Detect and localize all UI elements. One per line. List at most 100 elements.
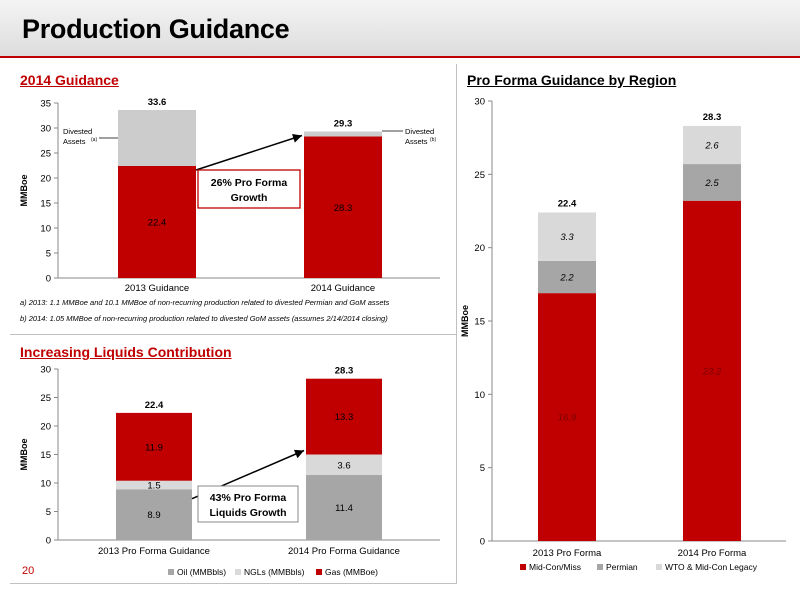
slide-header: Production Guidance	[0, 0, 800, 58]
guidance-y-tick-label: 20	[40, 174, 51, 185]
liquids-bar-label: 13.3	[335, 412, 354, 423]
liquids-category-label: 2014 Pro Forma Guidance	[288, 546, 400, 557]
region-bar-mid-con	[683, 200, 741, 541]
region-total-label: 28.3	[703, 112, 722, 123]
panel-divider-vertical	[456, 64, 457, 584]
guidance-y-tick-label: 30	[40, 124, 51, 135]
liquids-bar-oil	[116, 489, 192, 540]
liquids-legend-label: Oil (MMBbls)	[177, 567, 226, 577]
region-bar-wto	[538, 212, 596, 261]
guidance-y-tick-label: 25	[40, 149, 51, 160]
guidance-growth-box	[197, 169, 301, 209]
region-legend-label: Permian	[606, 562, 638, 572]
liquids-y-tick-label: 15	[40, 450, 51, 461]
liquids-bar-gas	[306, 378, 382, 455]
liquids-growth-arrowhead	[293, 449, 304, 459]
liquids-bar-gas	[116, 412, 192, 481]
guidance-bar-divested	[304, 131, 382, 137]
guidance-bar-base	[304, 136, 382, 278]
region-bar-label: 23.2	[702, 366, 722, 377]
region-legend-label: WTO & Mid-Con Legacy	[665, 562, 758, 572]
region-y-tick-label: 30	[474, 97, 485, 108]
divested-left-label: Divested	[63, 127, 92, 136]
liquids-bar-label: 1.5	[147, 480, 160, 491]
region-category-label: 2013 Pro Forma	[533, 548, 602, 559]
guidance-growth-arrow	[195, 134, 303, 171]
guidance-y-tick-label: 0	[46, 274, 51, 285]
liquids-growth-text-2: Liquids Growth	[210, 507, 287, 519]
region-legend-swatch	[597, 564, 603, 570]
region-y-tick-label: 15	[474, 317, 485, 328]
liquids-category-label: 2013 Pro Forma Guidance	[98, 546, 210, 557]
guidance-growth-text: 26% Pro Forma	[211, 177, 288, 189]
liquids-bar-label: 8.9	[147, 510, 160, 521]
liquids-bar-label: 11.9	[145, 442, 163, 453]
liquids-legend-swatch	[316, 569, 322, 575]
guidance-growth-text-2: Growth	[231, 192, 268, 204]
divested-right-sup: (b)	[430, 137, 436, 143]
liquids-y-tick-label: 20	[40, 422, 51, 433]
divested-left-label-2: Assets	[63, 137, 86, 146]
region-bar-permian	[683, 164, 741, 201]
region-y-axis-label: MMBoe	[460, 305, 470, 337]
guidance-bar-base	[118, 166, 196, 278]
region-legend-swatch	[656, 564, 662, 570]
guidance-category-label: 2013 Guidance	[125, 283, 189, 294]
guidance-bar-divested	[118, 110, 196, 166]
guidance-2014-title: 2014 Guidance	[20, 72, 119, 88]
region-bar-label: 2.5	[704, 178, 719, 189]
guidance-y-tick-label: 5	[46, 249, 51, 260]
region-y-tick-label: 0	[480, 537, 485, 548]
footnote-b: b) 2014: 1.05 MMBoe of non-recurring pro…	[20, 314, 388, 323]
liquids-y-tick-label: 0	[46, 536, 51, 547]
liquids-bar-ngl	[306, 454, 382, 476]
region-legend-label: Mid-Con/Miss	[529, 562, 581, 572]
guidance-bar-label: 22.4	[148, 218, 167, 229]
guidance-category-label: 2014 Guidance	[311, 283, 375, 294]
region-bar-permian	[538, 260, 596, 294]
region-y-tick-label: 25	[474, 170, 485, 181]
region-total-label: 22.4	[558, 198, 577, 209]
region-y-tick-label: 10	[474, 390, 485, 401]
guidance-y-tick-label: 15	[40, 199, 51, 210]
liquids-legend-swatch	[235, 569, 241, 575]
liquids-bar-oil	[306, 475, 382, 540]
region-category-label: 2014 Pro Forma	[678, 548, 747, 559]
liquids-growth-text: 43% Pro Forma	[210, 492, 287, 504]
liquids-bar-label: 11.4	[335, 503, 353, 514]
region-bar-label: 3.3	[560, 232, 574, 243]
region-bar-label: 16.9	[558, 413, 577, 424]
page-title: Production Guidance	[22, 14, 290, 44]
guidance-y-tick-label: 35	[40, 99, 51, 110]
divested-right-label: Divested	[405, 127, 434, 136]
header-rule	[0, 56, 800, 58]
region-bar-wto	[683, 125, 741, 165]
liquids-bar-ngl	[116, 480, 192, 490]
divested-left-sup: (a)	[91, 137, 97, 143]
liquids-legend-label: Gas (MMBoe)	[325, 567, 378, 577]
region-title: Pro Forma Guidance by Region	[467, 72, 677, 88]
region-bar-label: 2.2	[559, 273, 574, 284]
liquids-legend-swatch	[168, 569, 174, 575]
divested-right-label-2: Assets	[405, 137, 428, 146]
page-number: 20	[22, 565, 35, 577]
region-y-tick-label: 5	[480, 463, 485, 474]
guidance-total-label: 29.3	[334, 119, 353, 130]
liquids-growth-box	[197, 485, 299, 523]
region-bar-mid-con	[538, 293, 596, 541]
footnote-a: a) 2013: 1.1 MMBoe and 10.1 MMBoe of non…	[20, 298, 390, 307]
liquids-y-tick-label: 10	[40, 479, 51, 490]
guidance-y-tick-label: 10	[40, 224, 51, 235]
liquids-y-axis-label: MMBoe	[19, 439, 29, 471]
guidance-growth-arrowhead	[292, 134, 302, 143]
liquids-total-label: 28.3	[335, 366, 354, 377]
footer-rule	[10, 583, 456, 584]
liquids-y-tick-label: 25	[40, 393, 51, 404]
region-bar-label: 2.6	[704, 141, 719, 152]
panel-divider-horizontal	[10, 334, 456, 335]
guidance-y-axis-label: MMBoe	[19, 175, 29, 207]
region-legend-swatch	[520, 564, 526, 570]
liquids-title: Increasing Liquids Contribution	[20, 344, 232, 360]
liquids-total-label: 22.4	[145, 400, 164, 411]
